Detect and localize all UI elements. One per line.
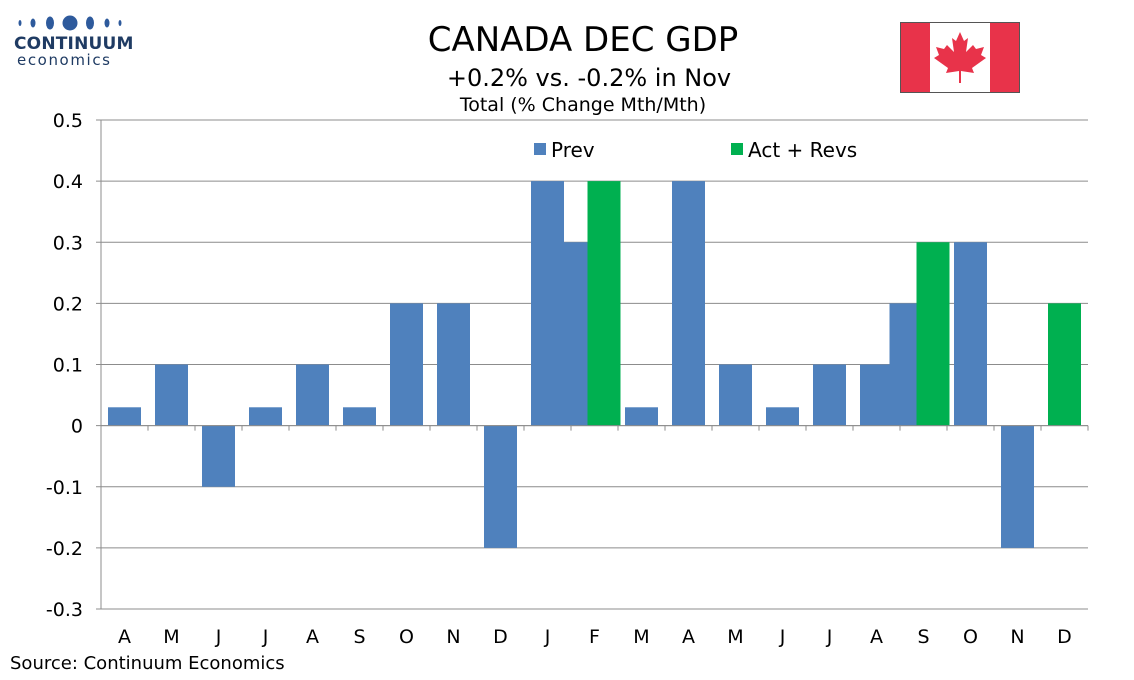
legend-prev-swatch <box>534 143 546 155</box>
bar-prev <box>860 364 893 426</box>
bar-prev <box>625 407 658 426</box>
y-tick-label: 0.4 <box>53 171 83 193</box>
legend-prev-label: Prev <box>551 138 595 162</box>
y-tick-label: 0.1 <box>53 355 83 377</box>
y-tick-label: -0.3 <box>46 599 83 621</box>
bar-prev <box>249 407 282 426</box>
logo-name: CONTINUUM <box>14 34 134 54</box>
x-tick-label: D <box>493 626 508 648</box>
bar-prev <box>108 407 141 426</box>
logo-subtitle: economics <box>17 51 112 69</box>
chart-subtitle: +0.2% vs. -0.2% in Nov <box>446 64 732 92</box>
continuum-logo: CONTINUUM economics <box>14 14 144 69</box>
chart-measure-label: Total (% Change Mth/Mth) <box>459 94 707 116</box>
bar-prev <box>390 303 423 426</box>
bar-prev <box>672 181 705 426</box>
x-tick-label: M <box>727 626 743 648</box>
x-tick-label: A <box>870 626 883 648</box>
chart-title: CANADA DEC GDP <box>427 20 739 60</box>
bar-act-revs <box>1048 303 1081 426</box>
legend-act-revs-label: Act + Revs <box>748 138 857 162</box>
x-tick-label: N <box>1010 626 1024 648</box>
x-tick-label: A <box>118 626 131 648</box>
x-tick-label: M <box>163 626 179 648</box>
logo-dots-icon <box>14 14 144 32</box>
bar-prev <box>202 425 235 487</box>
x-tick-label: A <box>682 626 695 648</box>
y-tick-label: -0.2 <box>46 538 83 560</box>
bar-act-revs <box>587 181 621 426</box>
bar-prev <box>437 303 470 426</box>
bar-prev <box>343 407 376 426</box>
y-tick-label: 0.3 <box>53 232 83 254</box>
bar-prev <box>484 425 517 548</box>
y-tick-label: 0.2 <box>53 293 83 315</box>
x-tick-label: J <box>262 626 269 648</box>
x-tick-label: O <box>399 626 414 648</box>
x-tick-label: S <box>917 626 929 648</box>
x-tick-label: F <box>589 626 600 648</box>
legend-act-revs-swatch <box>731 143 743 155</box>
x-tick-label: D <box>1057 626 1072 648</box>
y-tick-label: -0.1 <box>46 477 83 499</box>
x-tick-label: J <box>215 626 222 648</box>
y-tick-label: 0 <box>71 416 83 438</box>
x-tick-label: N <box>446 626 460 648</box>
x-tick-label: A <box>306 626 319 648</box>
bar-act-revs <box>916 242 950 426</box>
bar-prev <box>766 407 799 426</box>
bar-prev <box>1001 425 1034 548</box>
y-tick-label: 0.5 <box>53 110 83 132</box>
x-tick-label: O <box>963 626 978 648</box>
bar-prev <box>155 364 188 426</box>
canada-flag-icon <box>900 22 1020 93</box>
bar-prev <box>719 364 752 426</box>
bar-prev <box>954 242 987 426</box>
x-tick-label: M <box>633 626 649 648</box>
x-tick-label: J <box>779 626 786 648</box>
x-tick-label: J <box>826 626 833 648</box>
source-note: Source: Continuum Economics <box>10 653 285 674</box>
bar-prev <box>813 364 846 426</box>
x-tick-label: S <box>353 626 365 648</box>
bar-prev <box>296 364 329 426</box>
x-tick-label: J <box>544 626 551 648</box>
bar-prev <box>531 181 564 426</box>
